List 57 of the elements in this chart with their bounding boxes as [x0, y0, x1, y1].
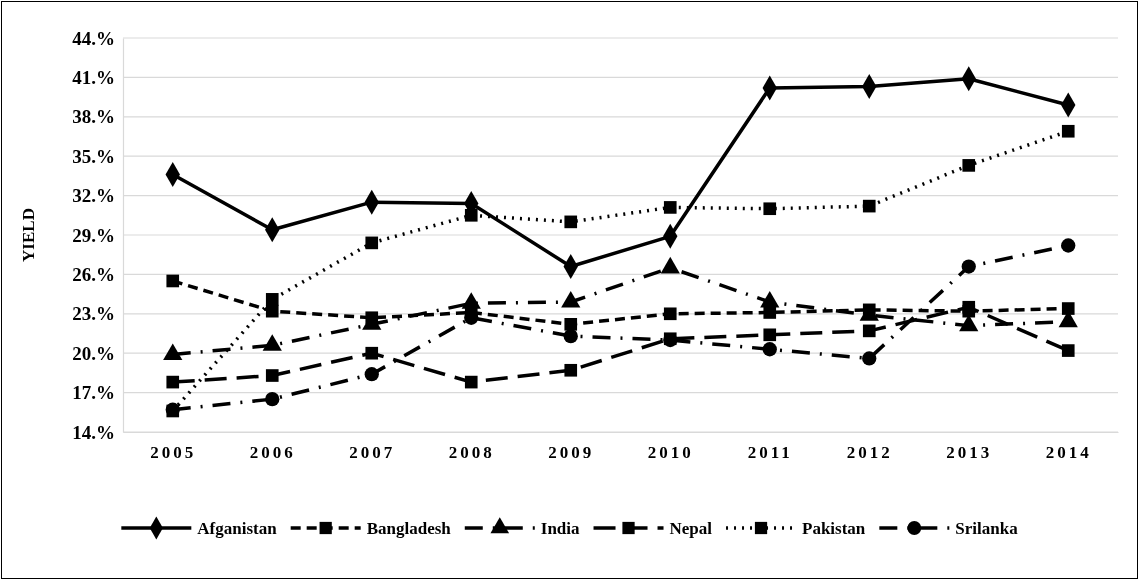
point — [961, 259, 976, 274]
y-tick-label: 41.% — [72, 66, 115, 88]
x-tick-label: 2010 — [647, 443, 694, 463]
x-tick-label: 2014 — [1045, 443, 1092, 463]
point — [365, 236, 379, 250]
point — [1061, 302, 1075, 315]
x-tick-label: 2008 — [448, 443, 495, 463]
y-tick-label: 44.% — [72, 27, 115, 49]
y-tick-label: 35.% — [72, 145, 115, 167]
point — [862, 199, 876, 213]
point — [265, 392, 280, 407]
y-tick-label: 23.% — [72, 303, 115, 325]
point — [1061, 238, 1076, 253]
point — [265, 369, 279, 382]
point — [563, 329, 578, 344]
point — [166, 274, 180, 288]
legend-label: Afganistan — [197, 519, 278, 538]
point — [663, 201, 677, 214]
legend-label: Srilanka — [955, 519, 1019, 538]
point — [862, 324, 876, 338]
x-tick-label: 2007 — [349, 443, 396, 463]
y-tick-label: 17.% — [72, 382, 115, 404]
x-tick-label: 2005 — [150, 443, 197, 463]
y-axis-title: YIELD — [19, 208, 38, 262]
y-tick-label: 20.% — [72, 342, 115, 364]
point — [464, 375, 478, 389]
legend-label: Pakistan — [802, 519, 866, 538]
point — [364, 367, 379, 382]
x-tick-label: 2012 — [846, 443, 893, 463]
x-tick-label: 2006 — [249, 443, 296, 463]
legend-label: Nepal — [669, 519, 713, 538]
legend-label: Bangladesh — [366, 519, 452, 538]
point — [265, 293, 279, 306]
point — [962, 159, 976, 172]
point — [166, 375, 180, 389]
point — [1061, 344, 1075, 357]
y-tick-label: 32.% — [72, 185, 115, 207]
point — [365, 346, 379, 360]
x-tick-label: 2011 — [747, 443, 793, 463]
x-tick-label: 2013 — [946, 443, 993, 463]
point — [663, 307, 677, 321]
y-tick-label: 26.% — [72, 263, 115, 285]
point — [1061, 124, 1075, 138]
point — [564, 215, 578, 229]
point — [763, 202, 777, 216]
y-tick-label: 38.% — [72, 106, 115, 128]
point — [862, 351, 877, 366]
point — [762, 342, 777, 357]
point — [763, 328, 777, 342]
point — [564, 363, 578, 377]
point — [962, 300, 976, 314]
y-tick-label: 14.% — [72, 421, 115, 443]
x-tick-label: 2009 — [548, 443, 595, 463]
legend-label: India — [540, 519, 581, 538]
point — [464, 208, 478, 222]
point — [564, 317, 578, 331]
y-tick-label: 29.% — [72, 224, 115, 246]
